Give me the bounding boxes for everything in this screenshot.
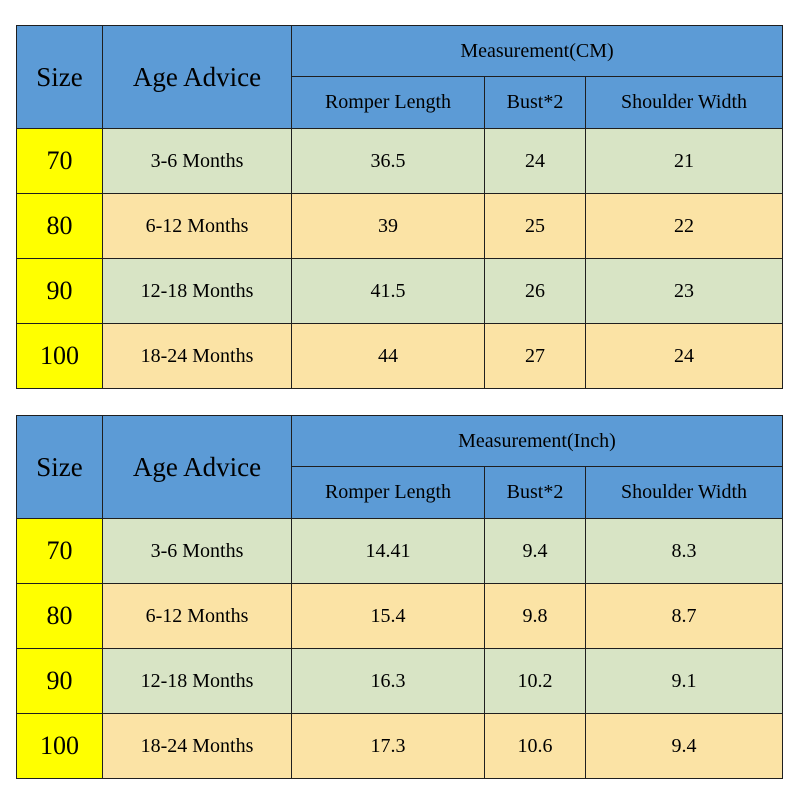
table-row: 80 6-12 Months 39 25 22 <box>16 193 784 259</box>
romper-length-header: Romper Length <box>291 466 485 519</box>
table-row: 90 12-18 Months 41.5 26 23 <box>16 258 784 324</box>
shoulder-width-header: Shoulder Width <box>584 76 784 129</box>
size-header: Size <box>16 415 103 519</box>
age-advice-header: Age Advice <box>102 25 292 129</box>
age-cell: 3-6 Months <box>102 128 292 194</box>
table-row: 80 6-12 Months 15.4 9.8 8.7 <box>16 583 783 649</box>
romper-length-cell: 17.3 <box>291 713 485 779</box>
size-header: Size <box>16 25 103 129</box>
shoulder-width-cell: 8.3 <box>585 518 783 584</box>
age-cell: 12-18 Months <box>102 648 292 714</box>
bust-cell: 26 <box>484 258 586 324</box>
bust-cell: 10.2 <box>484 648 586 714</box>
bust-cell: 24 <box>484 128 586 194</box>
romper-length-cell: 39 <box>291 193 485 259</box>
bust-cell: 10.6 <box>484 713 586 779</box>
romper-length-cell: 16.3 <box>291 648 485 714</box>
table-header-row: Size Age Advice Measurement(Inch) <box>16 415 783 519</box>
bust-cell: 25 <box>484 193 586 259</box>
bust-header: Bust*2 <box>484 76 586 129</box>
bust-cell: 9.4 <box>484 518 586 584</box>
romper-length-cell: 14.41 <box>291 518 485 584</box>
size-cell: 100 <box>16 323 103 389</box>
age-cell: 18-24 Months <box>102 713 292 779</box>
shoulder-width-cell: 9.1 <box>585 648 783 714</box>
size-cell: 100 <box>16 713 103 779</box>
size-cell: 80 <box>16 583 103 649</box>
table-row: 100 18-24 Months 17.3 10.6 9.4 <box>16 713 783 779</box>
age-cell: 6-12 Months <box>102 583 292 649</box>
size-cell: 90 <box>16 648 103 714</box>
table-row: 100 18-24 Months 44 27 24 <box>16 323 784 389</box>
bust-cell: 27 <box>484 323 586 389</box>
age-cell: 3-6 Months <box>102 518 292 584</box>
romper-length-cell: 15.4 <box>291 583 485 649</box>
age-advice-header: Age Advice <box>102 415 292 519</box>
size-cell: 70 <box>16 518 103 584</box>
shoulder-width-cell: 9.4 <box>585 713 783 779</box>
age-cell: 6-12 Months <box>102 193 292 259</box>
table-header-row: Size Age Advice Measurement(CM) <box>16 25 784 129</box>
size-chart-inch-table: Size Age Advice Measurement(Inch) Romper… <box>16 415 783 779</box>
size-chart-cm-table: Size Age Advice Measurement(CM) Romper L… <box>16 25 784 389</box>
table-row: 90 12-18 Months 16.3 10.2 9.1 <box>16 648 783 714</box>
shoulder-width-cell: 21 <box>584 128 784 194</box>
age-cell: 12-18 Months <box>102 258 292 324</box>
table-row: 70 3-6 Months 14.41 9.4 8.3 <box>16 518 783 584</box>
shoulder-width-cell: 23 <box>584 258 784 324</box>
shoulder-width-cell: 24 <box>584 323 784 389</box>
measurement-group-header: Measurement(Inch) <box>291 415 783 467</box>
shoulder-width-header: Shoulder Width <box>585 466 783 519</box>
bust-header: Bust*2 <box>484 466 586 519</box>
romper-length-cell: 36.5 <box>291 128 485 194</box>
bust-cell: 9.8 <box>484 583 586 649</box>
size-cell: 90 <box>16 258 103 324</box>
size-cell: 70 <box>16 128 103 194</box>
table-row: 70 3-6 Months 36.5 24 21 <box>16 128 784 194</box>
romper-length-header: Romper Length <box>291 76 485 129</box>
shoulder-width-cell: 8.7 <box>585 583 783 649</box>
age-cell: 18-24 Months <box>102 323 292 389</box>
romper-length-cell: 41.5 <box>291 258 485 324</box>
table-subheader-row: Romper Length Bust*2 Shoulder Width <box>17 466 783 519</box>
table-subheader-row: Romper Length Bust*2 Shoulder Width <box>17 76 784 129</box>
size-cell: 80 <box>16 193 103 259</box>
measurement-group-header: Measurement(CM) <box>290 25 784 77</box>
romper-length-cell: 44 <box>291 323 485 389</box>
shoulder-width-cell: 22 <box>584 193 784 259</box>
